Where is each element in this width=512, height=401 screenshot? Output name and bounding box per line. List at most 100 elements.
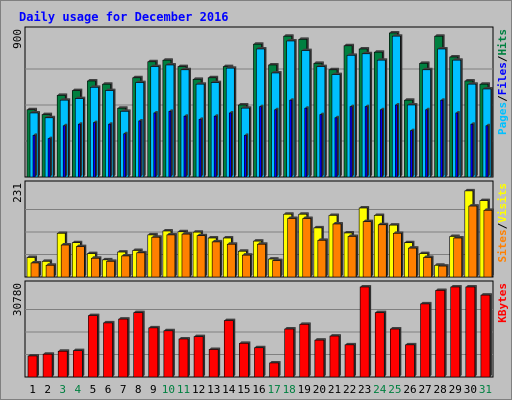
x-tick-label-day-7: 7	[120, 383, 127, 396]
visits-bar-9-top	[147, 232, 158, 235]
kbytes-bar-30-side	[474, 285, 477, 377]
files-bar-24-top	[380, 107, 385, 110]
visits-bar-14-top	[223, 236, 234, 239]
sites-bar-5	[91, 257, 100, 278]
kbytes-bar-19-top	[299, 322, 311, 325]
sites-bar-9	[151, 236, 161, 278]
hits-bar-10-top	[162, 58, 173, 61]
files-bar-8-top	[138, 119, 143, 121]
files-bar-8-side	[140, 119, 143, 177]
hits-bar-30-top	[464, 79, 475, 81]
kbytes-bar-4-side	[82, 348, 85, 377]
hits-bar-13-top	[208, 75, 219, 78]
hits-bar-7-top	[117, 106, 128, 109]
pages-bar-29-side	[460, 58, 463, 178]
hits-bar-16-top	[253, 42, 264, 45]
kbytes-bar-20-side	[323, 338, 326, 377]
visits-bar-8-top	[132, 248, 143, 251]
sites-bar-19-side	[310, 216, 313, 277]
kbytes-bar-23-top	[360, 285, 372, 287]
sites-bar-7-top	[121, 253, 132, 256]
x-tick-label-day-4: 4	[75, 383, 82, 396]
visits-bar-19-top	[298, 212, 309, 215]
x-tick-label-day-14: 14	[222, 383, 236, 396]
kbytes-bar-1-top	[28, 353, 39, 356]
kbytes-bar-31	[480, 294, 491, 378]
pages-bar-19-top	[301, 48, 312, 51]
sites-bar-18-side	[295, 216, 298, 277]
files-bar-9	[153, 112, 157, 178]
hits-bar-27-top	[419, 61, 430, 64]
files-bar-21	[334, 117, 338, 178]
x-tick-label-day-9: 9	[150, 383, 157, 396]
sites-bar-28	[438, 265, 447, 278]
sites-bar-29-side	[461, 236, 464, 277]
files-bar-17	[274, 109, 277, 178]
sites-bar-29-top	[453, 236, 464, 239]
pages-bar-8-top	[135, 80, 146, 83]
kbytes-bar-9-side	[157, 325, 160, 377]
kbytes-bar-10-top	[163, 328, 175, 331]
sites-bar-5-top	[91, 256, 102, 259]
visits-bar-4-top	[72, 240, 83, 243]
kbytes-bar-8-side	[142, 310, 145, 377]
hits-bar-31-top	[479, 82, 490, 85]
files-bar-10-top	[168, 109, 173, 112]
legend-slash-label: /	[496, 55, 509, 62]
kbytes-bar-8	[133, 312, 143, 378]
sites-bar-31-side	[491, 208, 494, 277]
files-bar-18-side	[291, 98, 294, 177]
hits-bar-2-top	[42, 112, 53, 115]
files-bar-9-top	[153, 111, 158, 113]
files-bar-29	[455, 112, 459, 178]
files-bar-11	[183, 115, 187, 178]
legend-visits-label: Visits	[496, 183, 509, 223]
files-bar-30	[470, 123, 474, 178]
panel-top-max-label: 900	[11, 29, 24, 49]
visits-bar-6-top	[102, 257, 113, 260]
visits-bar-12-top	[193, 230, 204, 233]
pages-bar-28-top	[437, 47, 448, 49]
kbytes-bar-30-top	[465, 285, 477, 287]
kbytes-bar-25-side	[399, 327, 402, 377]
legend-hits-label: Hits	[496, 29, 509, 56]
pages-bar-10-top	[165, 63, 176, 65]
sites-bar-30	[468, 205, 478, 278]
kbytes-bar-13	[208, 349, 219, 378]
sites-bar-15	[242, 254, 251, 278]
sites-bar-6	[106, 261, 115, 278]
kbytes-bar-28-top	[435, 288, 447, 291]
kbytes-bar-11-side	[187, 336, 190, 377]
files-bar-12-top	[199, 117, 204, 120]
sites-bar-16-top	[257, 242, 268, 245]
kbytes-bar-14-side	[233, 318, 236, 377]
files-bar-26-top	[410, 128, 415, 131]
pages-bar-22-top	[347, 53, 358, 56]
kbytes-bar-27-side	[429, 301, 432, 377]
files-bar-31	[485, 125, 489, 178]
pages-bar-17-top	[271, 71, 282, 73]
kbytes-bar-6-top	[103, 320, 115, 323]
files-bar-25-top	[395, 103, 400, 105]
pages-bar-1-side	[38, 111, 40, 177]
hits-bar-20-top	[313, 61, 324, 64]
sites-bar-25-side	[401, 231, 404, 277]
files-bar-20-side	[321, 112, 324, 177]
kbytes-bar-25	[390, 328, 400, 378]
visits-bar-27-top	[419, 251, 430, 254]
files-bar-11-top	[183, 114, 188, 117]
kbytes-bar-18-side	[293, 327, 296, 377]
files-bar-7	[123, 133, 126, 178]
kbytes-bar-12-side	[203, 334, 206, 377]
pages-bar-1-top	[30, 111, 40, 113]
sites-bar-20	[317, 240, 327, 278]
files-bar-6	[108, 123, 111, 178]
visits-bar-20-top	[313, 225, 324, 228]
pages-bar-6-top	[105, 88, 116, 91]
visits-bar-5-top	[87, 251, 98, 254]
pages-bar-12-side	[204, 82, 207, 177]
files-bar-15	[244, 135, 247, 178]
pages-bar-20-top	[316, 64, 327, 67]
files-bar-30-top	[470, 122, 475, 125]
